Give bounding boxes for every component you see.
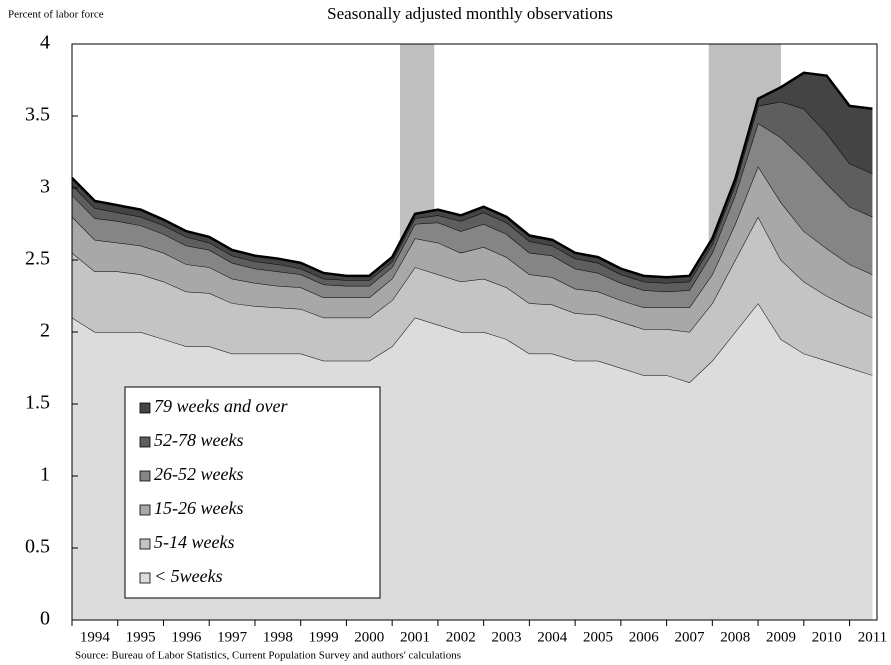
x-tick-label: 2001	[400, 629, 430, 645]
area	[72, 166, 873, 332]
legend-swatch	[139, 504, 151, 516]
x-tick-label: 2003	[492, 629, 522, 645]
y-tick-label: 1	[40, 464, 50, 486]
legend-label: 15-26 weeks	[154, 498, 243, 518]
x-tick-label: 2006	[629, 629, 660, 645]
area-line	[71, 71, 873, 279]
y-axis-label: Percent of labor force	[8, 9, 104, 21]
legend-swatch	[139, 470, 151, 482]
legend-swatch	[139, 436, 151, 448]
legend-label: 52-78 weeks	[154, 430, 243, 450]
chart-title: Seasonally adjusted monthly observations	[327, 4, 613, 23]
x-tick-label: 2002	[446, 629, 476, 645]
y-tick-label: 3.5	[25, 104, 50, 126]
y-tick-label: 4	[40, 32, 50, 54]
x-tick-label: 2004	[537, 629, 568, 645]
legend-label: 26-52 weeks	[154, 464, 243, 484]
x-tick-label: 1999	[309, 629, 339, 645]
source-note: Source: Bureau of Labor Statistics, Curr…	[75, 650, 461, 662]
y-tick-label: 3	[40, 176, 50, 198]
legend: < 5weeks 5-14 weeks 15-26 weeks 26-52 weeks…	[124, 386, 381, 599]
x-tick-label: 1998	[263, 629, 293, 645]
x-tick-label: 2008	[720, 629, 750, 645]
x-tick-label: 1995	[126, 629, 156, 645]
x-tick-label: 2007	[674, 629, 705, 645]
y-tick-label: 0.5	[25, 536, 50, 558]
x-tick-label: 2011	[858, 629, 887, 645]
legend-label: < 5weeks	[154, 566, 223, 586]
y-tick-label: 1.5	[25, 392, 50, 414]
legend-swatch	[139, 538, 151, 550]
x-tick-label: 1996	[171, 629, 202, 645]
y-tick-label: 0	[40, 608, 50, 630]
area	[72, 216, 873, 383]
legend-label: 79 weeks and over	[154, 396, 288, 416]
legend-swatch	[139, 402, 151, 414]
x-tick-label: 1997	[217, 629, 248, 645]
x-tick-label: 2009	[766, 629, 796, 645]
area	[72, 101, 873, 292]
area	[72, 72, 873, 284]
legend-label: 5-14 weeks	[154, 532, 234, 552]
y-tick-label: 2	[40, 320, 50, 342]
x-tick-label: 1994	[80, 629, 111, 645]
x-tick-label: 2005	[583, 629, 613, 645]
x-tick-label: 2010	[812, 629, 842, 645]
x-tick-label: 2000	[354, 629, 384, 645]
y-tick-label: 2.5	[25, 248, 50, 270]
legend-box	[124, 386, 381, 599]
legend-swatch	[139, 572, 151, 584]
